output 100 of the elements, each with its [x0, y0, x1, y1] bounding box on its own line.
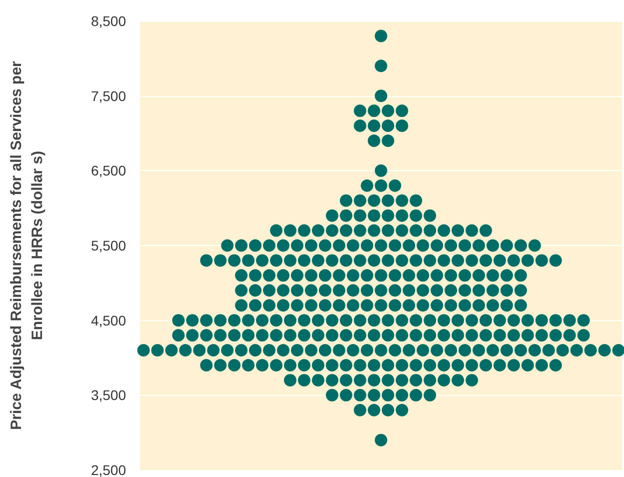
point [382, 104, 394, 118]
point [535, 254, 548, 267]
point [382, 120, 394, 132]
point [326, 388, 338, 402]
point [318, 284, 332, 297]
point [270, 358, 282, 372]
point [480, 329, 492, 342]
point [354, 209, 366, 222]
point [472, 239, 486, 252]
point [577, 314, 590, 327]
point [228, 329, 241, 342]
point [612, 344, 624, 357]
point [549, 329, 562, 342]
point [472, 344, 486, 357]
point [326, 314, 338, 327]
point [354, 374, 366, 386]
point [500, 344, 513, 357]
point [186, 329, 199, 342]
point [466, 254, 478, 267]
point [354, 388, 366, 402]
point [549, 254, 562, 267]
point [444, 344, 458, 357]
point [424, 358, 436, 372]
point [214, 358, 227, 372]
point [298, 374, 310, 386]
point [466, 329, 478, 342]
point [486, 299, 500, 312]
point [290, 299, 304, 312]
point [284, 314, 296, 327]
point [228, 314, 241, 327]
point [535, 329, 548, 342]
point [256, 329, 268, 342]
point [472, 299, 486, 312]
point [396, 194, 408, 207]
point [444, 284, 458, 297]
point [535, 314, 548, 327]
point [466, 314, 478, 327]
point [500, 269, 513, 282]
point [368, 209, 380, 222]
point [514, 299, 527, 312]
point [458, 239, 472, 252]
point [410, 358, 422, 372]
point [276, 239, 290, 252]
point [410, 209, 422, 222]
point [235, 299, 248, 312]
point [452, 224, 464, 237]
point [430, 239, 444, 252]
point [340, 374, 352, 386]
point [438, 314, 450, 327]
point [214, 314, 227, 327]
point [374, 239, 388, 252]
point [360, 239, 374, 252]
point [242, 254, 255, 267]
point [458, 299, 472, 312]
point [388, 299, 402, 312]
point [410, 194, 422, 207]
point [396, 209, 408, 222]
point [374, 30, 388, 42]
point [368, 404, 380, 416]
point [312, 254, 324, 267]
point [458, 269, 472, 282]
point [304, 239, 318, 252]
point [340, 329, 352, 342]
point [284, 329, 296, 342]
y-tick-label: 7,500 [90, 88, 126, 104]
point [528, 239, 541, 252]
point [172, 329, 185, 342]
point [249, 269, 262, 282]
point [480, 254, 492, 267]
point [249, 299, 262, 312]
point [290, 269, 304, 282]
point [360, 284, 374, 297]
point [276, 344, 290, 357]
point [276, 269, 290, 282]
point [242, 358, 255, 372]
point [312, 224, 324, 237]
point [416, 284, 430, 297]
y-tick-label: 4,500 [90, 312, 126, 328]
point [521, 358, 534, 372]
point [228, 358, 241, 372]
point [298, 314, 310, 327]
point [494, 254, 506, 267]
point [382, 254, 394, 267]
point [235, 344, 248, 357]
point [284, 374, 296, 386]
point [430, 269, 444, 282]
point [346, 269, 360, 282]
point [207, 344, 220, 357]
point [549, 358, 562, 372]
point [368, 314, 380, 327]
point [598, 344, 611, 357]
point [549, 314, 562, 327]
point [242, 329, 255, 342]
point [500, 299, 513, 312]
point [444, 269, 458, 282]
point [262, 344, 276, 357]
point [256, 314, 268, 327]
point [486, 284, 500, 297]
point [326, 358, 338, 372]
point [179, 344, 192, 357]
